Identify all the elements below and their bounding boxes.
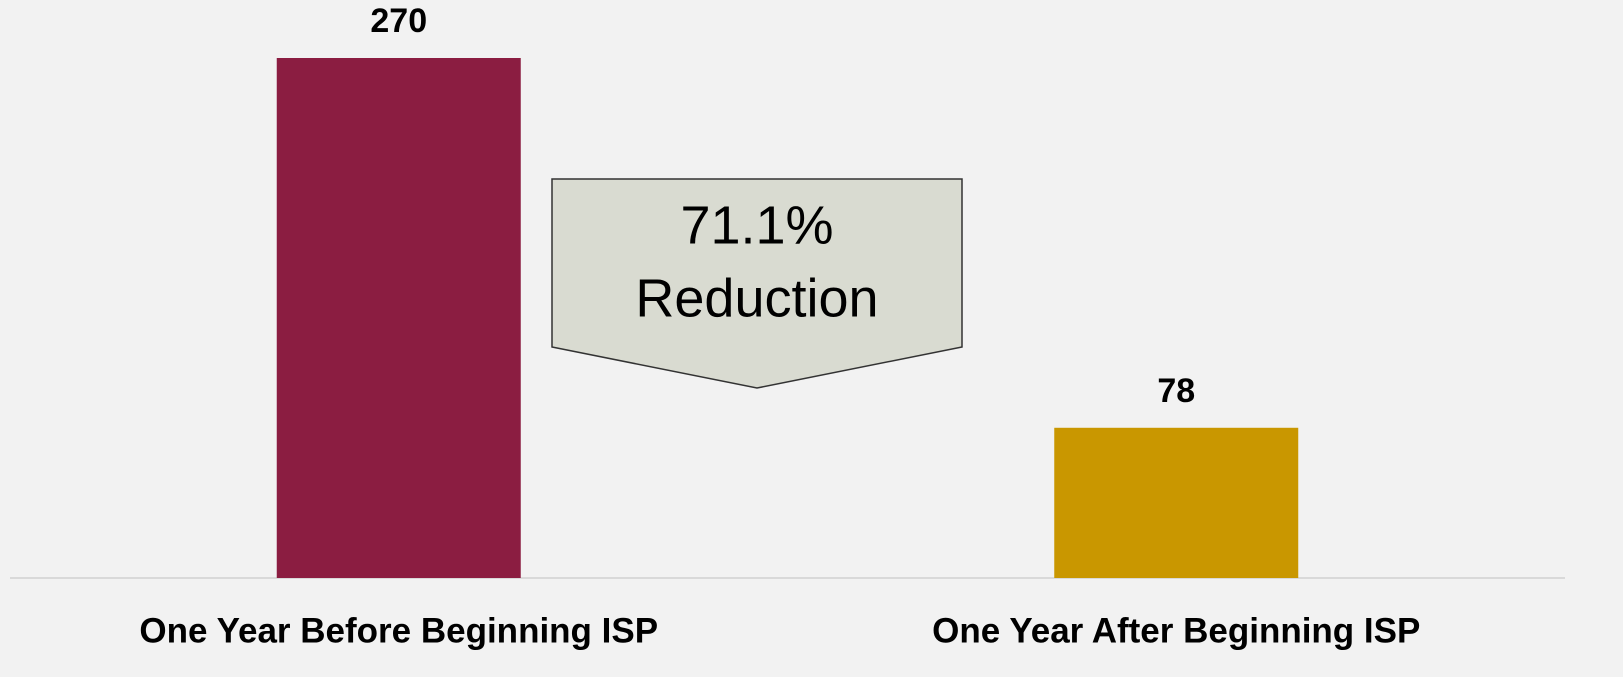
category-label: One Year After Beginning ISP: [932, 611, 1420, 650]
reduction-callout: [551, 178, 963, 389]
value-label: 78: [1157, 372, 1195, 410]
bar: [276, 58, 521, 578]
bar: [1054, 427, 1299, 578]
category-label: One Year Before Beginning ISP: [139, 611, 658, 650]
annotation-line: Reduction: [635, 268, 878, 328]
annotation-line: 71.1%: [680, 195, 833, 255]
value-label: 270: [370, 2, 427, 40]
